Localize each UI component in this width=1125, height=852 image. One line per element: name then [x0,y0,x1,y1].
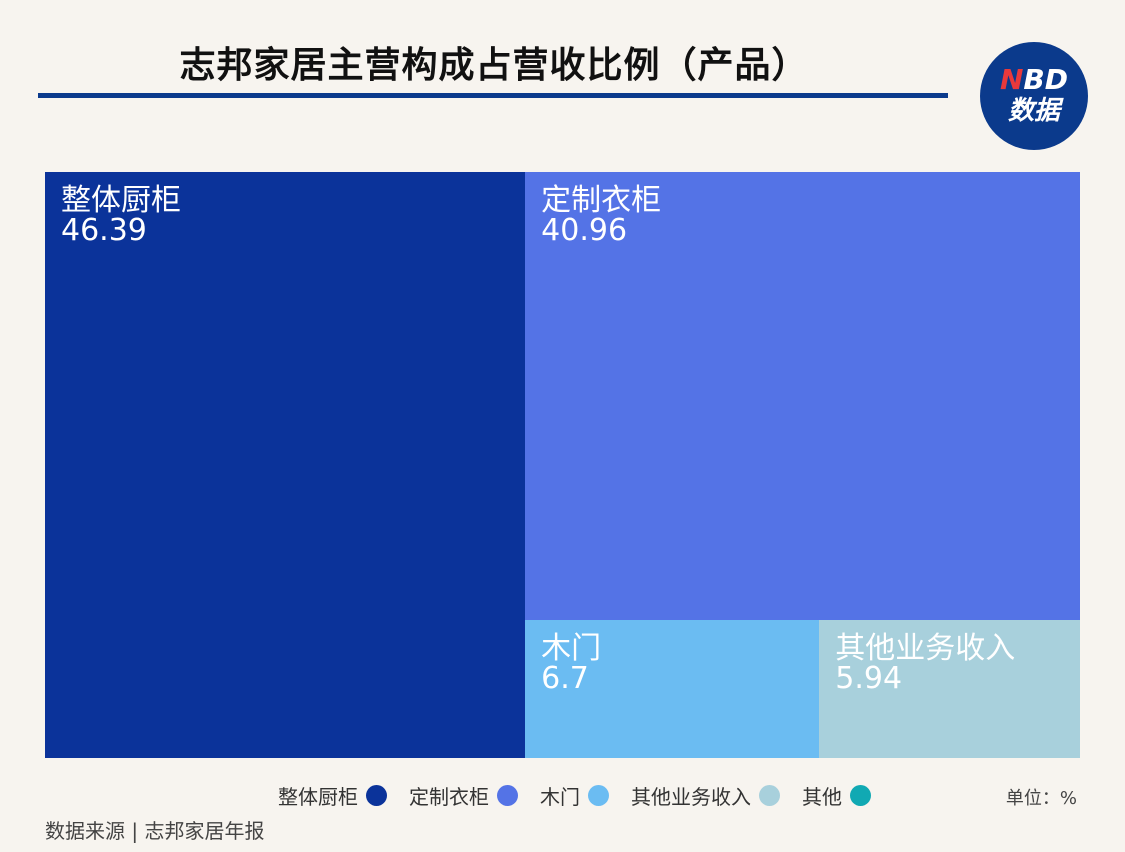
unit-label: 单位：% [1005,788,1077,809]
legend-item: 其他业务收入 [631,781,780,810]
nbd-logo: NBD 数据 [980,42,1088,150]
legend-label: 整体厨柜 [278,784,358,809]
legend-item: 整体厨柜 [278,781,387,810]
legend-label: 定制衣柜 [409,784,489,809]
legend-swatch [759,784,780,806]
tile-label: 整体厨柜 [61,183,181,218]
treemap-tile: 整体厨柜 46.39 [45,172,526,758]
logo-text: 数据 [1007,96,1060,126]
legend-item: 定制衣柜 [409,781,518,810]
legend-item: 其他 [802,781,871,810]
legend-label: 其他业务收入 [631,784,751,809]
tile-label: 定制衣柜 [541,183,662,218]
tile-value: 5.94 [835,660,903,696]
tile-value: 46.39 [61,213,147,248]
treemap-tile: 定制衣柜 40.96 [525,172,1080,620]
legend-swatch [497,784,518,806]
logo-letter-n: N [999,63,1024,96]
legend-label: 木门 [540,784,580,809]
treemap-tile: 木门 6.7 [525,619,820,758]
legend-label: 其他 [802,784,842,809]
chart-title: 志邦家居主营构成占营收比例（产品） [179,45,809,86]
title-underline [38,93,948,98]
legend-swatch [588,784,609,806]
tile-value: 40.96 [541,213,628,248]
logo-letters-bd: BD [1023,63,1069,96]
legend-item: 木门 [540,781,609,810]
legend: 整体厨柜 定制衣柜 木门 其他业务收入 其他 [278,781,893,810]
legend-swatch [366,784,387,806]
source-note: 数据来源 | 志邦家居年报 [45,819,265,843]
tile-label: 其他业务收入 [835,630,1016,666]
legend-swatch [850,784,871,806]
treemap: 整体厨柜 46.39 定制衣柜 40.96 木门 6.7 其他业务收入 5.94 [45,172,1080,758]
tile-label: 木门 [541,630,602,666]
treemap-tile: 其他业务收入 5.94 [819,619,1080,758]
tile-value: 6.7 [541,660,589,696]
